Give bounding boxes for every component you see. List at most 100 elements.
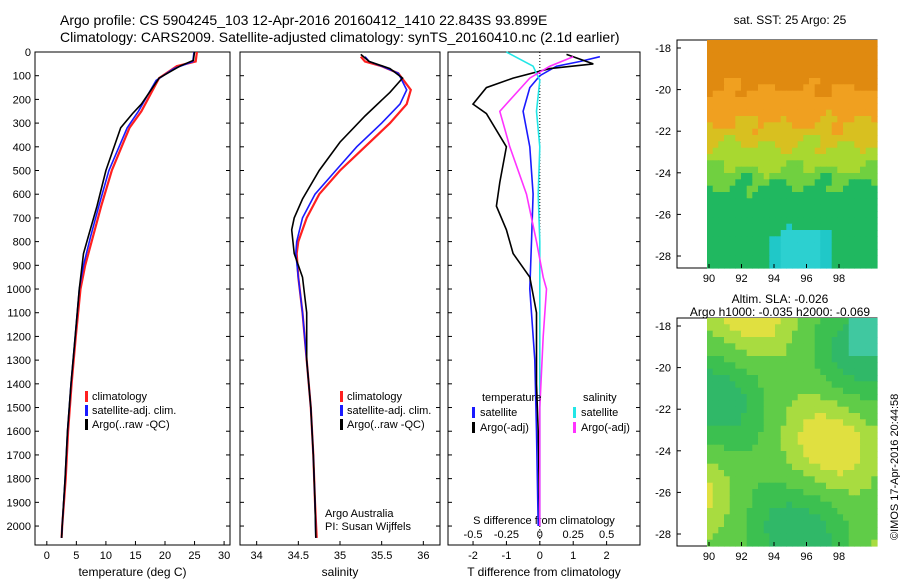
map-pixel — [843, 432, 850, 439]
y-tick-label: 100 — [13, 71, 31, 83]
map-pixel — [814, 192, 821, 199]
map-pixel — [763, 457, 770, 465]
map-pixel — [854, 223, 861, 231]
map-pixel — [763, 173, 770, 180]
map-pixel — [735, 65, 742, 73]
map-pixel — [865, 103, 872, 111]
map-pixel — [865, 381, 872, 389]
map-pixel — [741, 438, 748, 446]
map-pixel — [735, 173, 742, 180]
map-pixel — [769, 463, 776, 471]
map-pixel — [769, 489, 776, 496]
map-pixel — [758, 539, 765, 547]
map-pixel — [775, 419, 782, 427]
map-pixel — [746, 173, 753, 180]
map-pixel — [814, 508, 821, 515]
map-pixel — [792, 406, 799, 414]
map-pixel — [803, 387, 810, 395]
map-pixel — [797, 419, 804, 427]
map-pixel — [843, 451, 850, 458]
map-pixel — [775, 482, 782, 490]
map-pixel — [707, 343, 714, 351]
map-pixel — [775, 217, 782, 225]
map-pixel — [712, 223, 719, 231]
map-pixel — [712, 387, 719, 395]
map-pixel — [848, 185, 855, 193]
map-pixel — [763, 249, 770, 256]
map-pixel — [752, 356, 759, 363]
map-pixel — [758, 249, 765, 256]
map-pixel — [763, 349, 770, 357]
map-pixel — [724, 520, 731, 528]
map-pixel — [860, 501, 867, 509]
map-pixel — [724, 236, 731, 244]
map-pixel — [707, 59, 714, 66]
map-pixel — [809, 324, 816, 332]
annotation-text: PI: Susan Wijffels — [325, 521, 411, 533]
map-pixel — [865, 122, 872, 130]
map-pixel — [758, 375, 765, 382]
map-pixel — [809, 514, 816, 522]
map-pixel — [763, 514, 770, 522]
map-pixel — [871, 59, 878, 66]
map-pixel — [746, 211, 753, 218]
map-pixel — [820, 413, 827, 420]
map-pixel — [837, 349, 844, 357]
map-pixel — [746, 71, 753, 79]
legend-header-temperature: temperature — [482, 392, 541, 404]
map-pixel — [729, 249, 736, 256]
map-pixel — [707, 400, 714, 408]
map-pixel — [860, 236, 867, 244]
map-pixel — [780, 419, 787, 427]
map-pixel — [718, 71, 725, 79]
map-pixel — [786, 387, 793, 395]
map-pixel — [860, 362, 867, 370]
map-pixel — [837, 508, 844, 515]
map-pixel — [814, 470, 821, 477]
map-pixel — [729, 444, 736, 452]
map-pixel — [860, 495, 867, 503]
map-pixel — [746, 103, 753, 111]
y-tick-label: 400 — [13, 142, 31, 154]
map-pixel — [718, 249, 725, 256]
map-pixel — [741, 539, 748, 547]
map-pixel — [814, 400, 821, 408]
map-pixel — [769, 438, 776, 446]
map-pixel — [843, 128, 850, 136]
map-pixel — [729, 116, 736, 123]
map-pixel — [786, 520, 793, 528]
map-pixel — [831, 413, 838, 420]
map-pixel — [826, 84, 833, 92]
map-pixel — [831, 185, 838, 193]
map-pixel — [786, 135, 793, 142]
map-pixel — [741, 406, 748, 414]
map-x-tick-label: 92 — [735, 551, 747, 563]
x-tick-label: 1 — [570, 550, 576, 562]
map-pixel — [831, 97, 838, 104]
map-pixel — [763, 400, 770, 408]
map-pixel — [843, 425, 850, 433]
map-pixel — [848, 154, 855, 161]
map-pixel — [746, 508, 753, 515]
map-pixel — [797, 356, 804, 363]
map-pixel — [865, 527, 872, 534]
map-pixel — [871, 109, 878, 117]
map-pixel — [707, 362, 714, 370]
map-pixel — [865, 362, 872, 370]
map-pixel — [718, 59, 725, 66]
map-pixel — [803, 160, 810, 168]
map-pixel — [820, 349, 827, 357]
map-pixel — [814, 527, 821, 534]
map-pixel — [814, 179, 821, 187]
map-pixel — [865, 236, 872, 244]
map-pixel — [780, 255, 787, 263]
map-pixel — [729, 204, 736, 212]
map-pixel — [814, 255, 821, 263]
map-pixel — [718, 508, 725, 515]
map-pixel — [797, 508, 804, 515]
map-pixel — [820, 179, 827, 187]
map-pixel — [865, 185, 872, 193]
map-pixel — [871, 52, 878, 60]
map-pixel — [860, 166, 867, 174]
map-pixel — [769, 514, 776, 522]
